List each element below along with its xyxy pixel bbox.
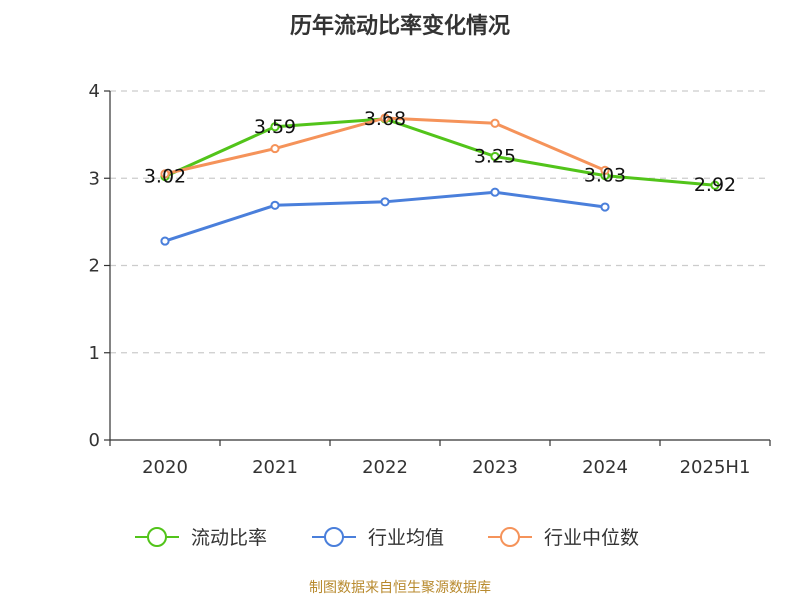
x-tick-label: 2022 — [362, 457, 408, 478]
axes: 0 1 2 3 4 2020 2021 2022 2023 2024 2025H1 — [89, 81, 771, 478]
series-lines — [160, 113, 720, 246]
data-label: 2.92 — [694, 174, 736, 196]
source-note: 制图数据来自恒生聚源数据库 — [309, 580, 491, 596]
legend-marker — [500, 527, 520, 547]
data-label: 3.25 — [474, 145, 516, 167]
legend-label: 行业均值 — [368, 527, 444, 549]
legend-label: 流动比率 — [191, 527, 267, 549]
legend: 流动比率 行业均值 行业中位数 — [135, 527, 639, 549]
y-tick-label: 3 — [89, 168, 100, 189]
data-point — [710, 180, 720, 190]
y-tick-label: 4 — [89, 81, 100, 102]
data-label: 3.68 — [364, 108, 406, 130]
y-tick-label: 1 — [89, 343, 100, 364]
legend-label: 行业中位数 — [544, 527, 639, 549]
x-tick-label: 2025H1 — [680, 457, 751, 478]
data-point — [270, 143, 280, 154]
data-point — [270, 122, 280, 132]
data-labels: 3.02 3.59 3.68 3.25 3.03 2.92 — [144, 108, 736, 196]
data-point — [490, 187, 500, 197]
y-tick-label: 0 — [89, 430, 100, 451]
grid-lines — [110, 90, 770, 354]
series-line — [164, 117, 716, 187]
data-point — [490, 151, 500, 162]
data-point — [270, 200, 280, 210]
x-tick-label: 2020 — [142, 457, 188, 478]
data-label: 3.02 — [144, 166, 186, 188]
legend-marker — [147, 527, 167, 547]
x-tick-label: 2021 — [252, 457, 298, 478]
chart-title: 历年流动比率变化情况 — [289, 14, 510, 39]
legend-marker — [324, 527, 344, 547]
data-label: 3.59 — [254, 116, 296, 138]
data-point — [160, 169, 170, 179]
data-point — [600, 165, 610, 175]
data-point — [160, 236, 170, 246]
data-point — [380, 197, 390, 207]
data-point — [490, 118, 500, 128]
y-tick-label: 2 — [89, 256, 100, 277]
data-point — [600, 202, 610, 212]
data-label: 3.03 — [584, 165, 626, 187]
x-tick-label: 2023 — [472, 457, 518, 478]
data-point — [380, 113, 390, 123]
x-tick-label: 2024 — [582, 457, 628, 478]
